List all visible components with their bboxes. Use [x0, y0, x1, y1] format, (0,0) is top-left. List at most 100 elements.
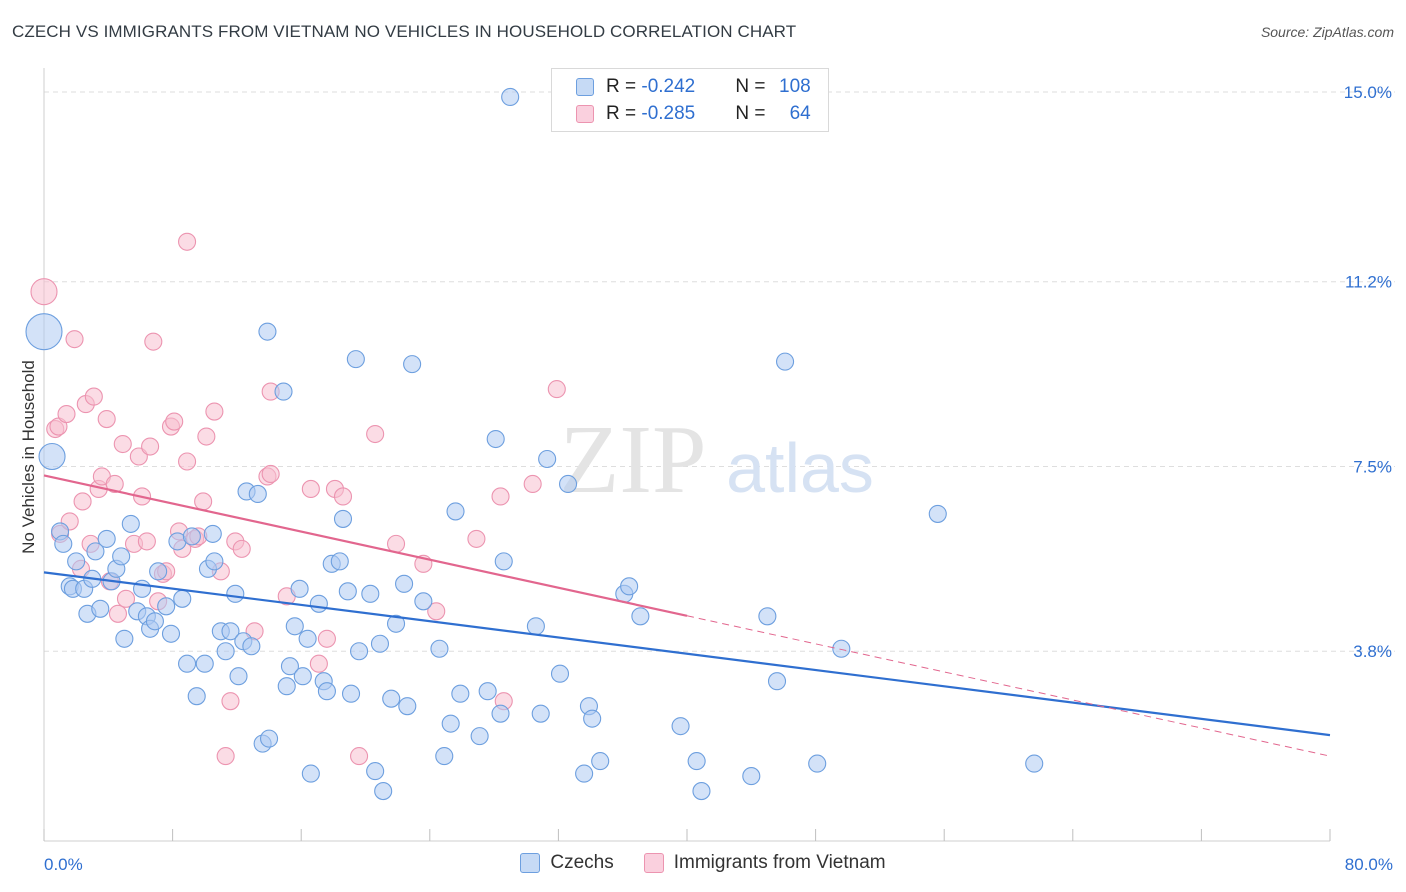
legend-n-label: N = — [735, 103, 771, 124]
czech-point — [229, 667, 248, 686]
czech-point — [112, 547, 131, 566]
czech-point — [115, 629, 134, 648]
czech-point — [374, 782, 393, 801]
czech-point — [280, 657, 299, 676]
source-label: Source: ZipAtlas.com — [1260, 24, 1394, 40]
vietnam-point — [366, 424, 385, 444]
czech-point — [491, 704, 510, 723]
y-tick-label: 11.2% — [1345, 273, 1392, 292]
czech-swatch — [576, 78, 594, 96]
czech-point — [531, 704, 550, 723]
czech-point — [195, 654, 214, 673]
czech-point — [298, 629, 317, 648]
y-tick-label: 7.5% — [1353, 457, 1392, 476]
czech-point — [538, 449, 557, 469]
vietnam-point — [333, 487, 353, 506]
czech-point — [370, 634, 390, 653]
vietnam-point — [197, 427, 216, 446]
vietnam-point — [317, 629, 336, 648]
czech-point — [67, 552, 86, 571]
czech-point — [221, 622, 240, 641]
czech-trend-line — [43, 571, 1331, 737]
vietnam-point — [97, 409, 116, 429]
tick-labels: 3.8% 7.5% 11.2% 15.0% 0.0% 80.0% — [44, 83, 1393, 874]
czech-point — [86, 542, 105, 561]
czech-point — [478, 682, 497, 701]
czech-point — [350, 642, 369, 661]
vietnam-point — [301, 479, 320, 499]
legend-n-label: N = — [735, 76, 771, 97]
czech-point — [832, 639, 851, 658]
series-czech — [25, 87, 1044, 801]
vietnam-point — [165, 412, 184, 431]
czech-point — [277, 677, 296, 696]
vietnam-point — [30, 278, 58, 306]
czech-point — [25, 313, 63, 351]
czech-point — [290, 579, 309, 598]
legend-r-value: -0.285 — [641, 103, 696, 124]
czech-point — [203, 524, 222, 543]
vietnam-point — [491, 487, 510, 506]
czech-point — [285, 617, 304, 636]
vietnam-point — [129, 447, 148, 466]
czech-point — [91, 599, 110, 618]
vietnam-trend-line — [43, 474, 688, 617]
czech-point — [403, 355, 422, 374]
czech-point — [242, 637, 261, 656]
vietnam-point — [84, 387, 103, 406]
vietnam-point — [427, 602, 446, 621]
czech-point — [451, 684, 470, 703]
legend-item-czechs: Czechs — [520, 852, 614, 874]
y-axis-label: No Vehicles in Household — [19, 360, 38, 554]
legend-n-value: 108 — [779, 76, 811, 97]
legend-row-czech: R = -0.242 N = 108 — [576, 74, 811, 100]
czech-point — [575, 764, 594, 783]
czech-point — [54, 534, 73, 553]
chart-title: CZECH VS IMMIGRANTS FROM VIETNAM NO VEHI… — [12, 22, 797, 41]
watermark: ZIP atlas — [560, 406, 874, 514]
czech-point — [248, 484, 267, 504]
vietnam-point — [467, 529, 486, 548]
czech-point — [1025, 754, 1044, 773]
czech-point — [341, 684, 361, 703]
czech-point — [317, 682, 336, 701]
czech-point — [338, 582, 357, 601]
czech-legend-swatch — [520, 853, 541, 873]
czech-point — [386, 614, 406, 633]
czech-point — [187, 687, 206, 706]
czech-point — [382, 689, 401, 708]
vietnam-point — [178, 232, 197, 251]
vietnam-point — [178, 452, 197, 471]
vietnam-point — [105, 474, 124, 494]
vietnam-point — [194, 492, 213, 511]
vietnam-point — [216, 747, 235, 766]
vietnam-legend-label: Immigrants from Vietnam — [673, 852, 886, 873]
vietnam-swatch — [576, 105, 594, 123]
czech-point — [205, 552, 224, 571]
czech-point — [583, 709, 602, 728]
czech-point — [346, 350, 365, 369]
czech-point — [742, 767, 761, 786]
czech-point — [173, 589, 192, 608]
czech-point — [178, 654, 197, 673]
x-tick-label: 0.0% — [44, 855, 83, 874]
vietnam-point — [232, 539, 251, 558]
vietnam-point — [350, 747, 369, 766]
czech-point — [441, 714, 460, 733]
czech-point — [435, 747, 454, 766]
grid-lines — [44, 91, 1395, 652]
vietnam-point — [113, 434, 132, 454]
czech-legend-label: Czechs — [550, 852, 614, 873]
vietnam-point — [205, 402, 224, 421]
czech-point — [550, 664, 570, 683]
czech-point — [687, 752, 706, 771]
czech-point — [274, 382, 293, 401]
vietnam-point — [73, 492, 92, 511]
legend-r-label: R = — [606, 103, 642, 124]
czech-point — [366, 762, 385, 781]
czech-point — [97, 529, 116, 548]
czech-point — [226, 584, 245, 603]
legend-item-vietnam: Immigrants from Vietnam — [643, 852, 886, 874]
czech-point — [414, 592, 433, 611]
vietnam-point — [309, 654, 328, 673]
